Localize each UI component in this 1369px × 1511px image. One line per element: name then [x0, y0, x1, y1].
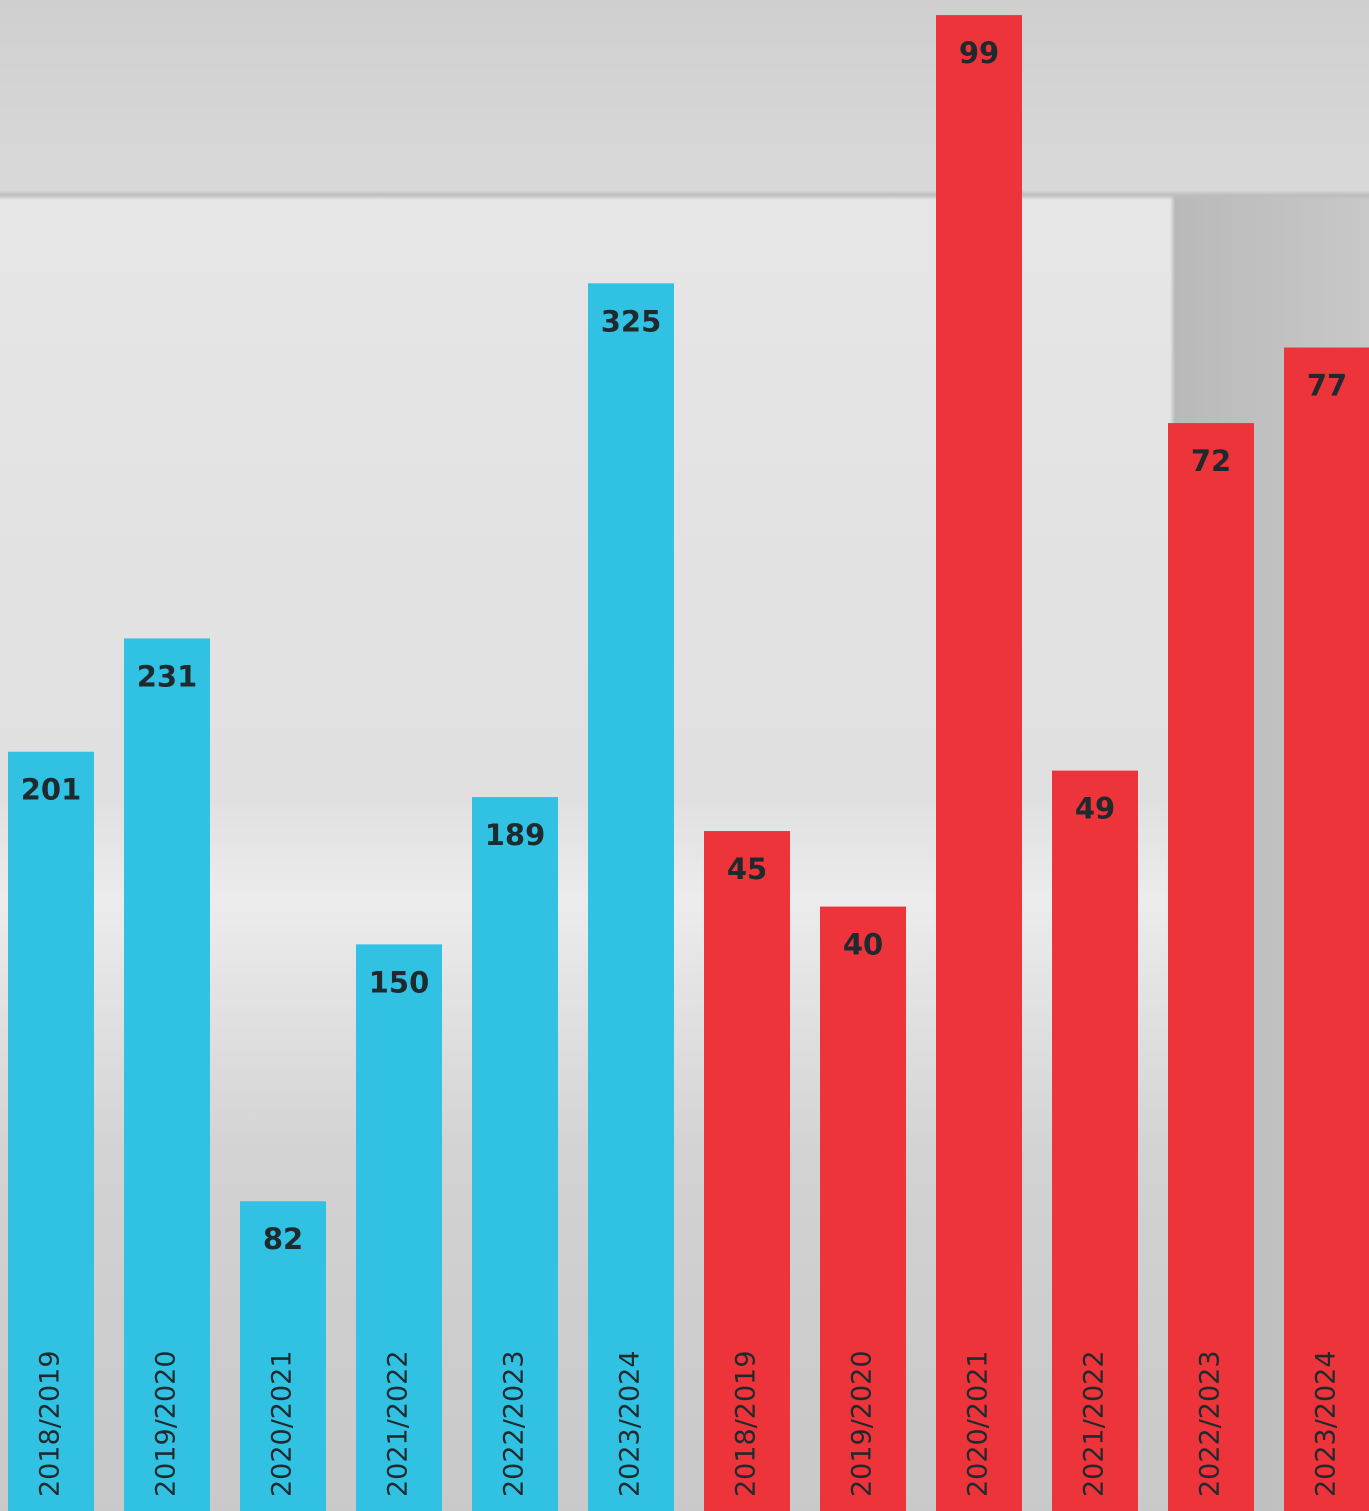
bar — [588, 283, 674, 1511]
category-label: 2022/2023 — [499, 1350, 530, 1497]
value-label: 77 — [1307, 369, 1347, 403]
category-label: 2021/2022 — [383, 1350, 414, 1497]
bar — [124, 638, 210, 1511]
category-label: 2019/2020 — [847, 1350, 878, 1497]
category-label: 2023/2024 — [615, 1350, 646, 1497]
category-label: 2019/2020 — [151, 1350, 182, 1497]
bar — [8, 751, 94, 1511]
category-label: 2018/2019 — [35, 1350, 66, 1497]
value-label: 40 — [843, 928, 883, 962]
value-label: 49 — [1075, 792, 1115, 826]
bar — [472, 797, 558, 1511]
bar — [820, 906, 906, 1511]
bar — [356, 944, 442, 1511]
value-label: 189 — [485, 818, 546, 852]
value-label: 45 — [727, 852, 767, 886]
category-label: 2020/2021 — [267, 1350, 298, 1497]
category-label: 2018/2019 — [731, 1350, 762, 1497]
bar — [704, 831, 790, 1511]
value-label: 231 — [137, 659, 198, 693]
value-label: 150 — [369, 965, 430, 999]
category-label: 2022/2023 — [1195, 1350, 1226, 1497]
value-label: 82 — [263, 1222, 303, 1256]
category-label: 2020/2021 — [963, 1350, 994, 1497]
category-label: 2023/2024 — [1311, 1350, 1342, 1497]
bar — [1052, 770, 1138, 1511]
bar — [1284, 347, 1369, 1511]
category-label: 2021/2022 — [1079, 1350, 1110, 1497]
value-label: 201 — [21, 773, 82, 807]
value-label: 72 — [1191, 444, 1231, 478]
bar — [240, 1201, 326, 1511]
value-label: 99 — [959, 36, 999, 70]
value-label: 325 — [601, 304, 662, 338]
bar — [1168, 423, 1254, 1511]
bar — [936, 15, 1022, 1511]
